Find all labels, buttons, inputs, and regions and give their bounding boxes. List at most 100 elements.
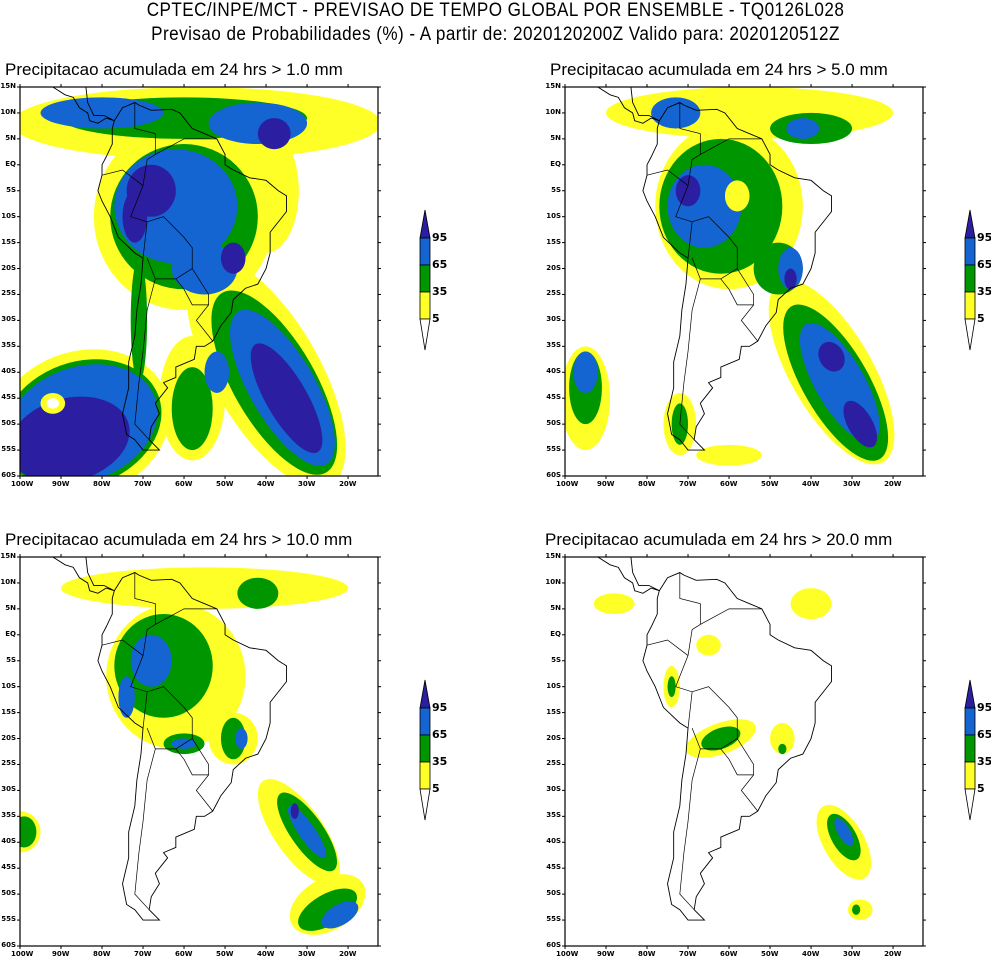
probability-contour (61, 567, 349, 609)
lat-tick-label: 45S (1, 393, 16, 402)
legend-level-label: 95 (977, 701, 991, 714)
probability-contour (20, 816, 37, 848)
country-border (130, 608, 217, 729)
lat-tick-label: 5S (551, 185, 561, 194)
country-border (679, 278, 701, 440)
lat-tick-label: 50S (1, 419, 16, 428)
lat-tick-label: 5N (5, 133, 16, 142)
probability-contour (818, 341, 845, 372)
lat-tick-label: 15N (545, 552, 561, 560)
probability-contour (667, 676, 676, 698)
country-border (134, 278, 156, 440)
lat-tick-label: 25S (1, 289, 16, 298)
lat-tick-label: 40S (1, 367, 16, 376)
coastline (596, 557, 833, 921)
lat-tick-label: 60S (1, 471, 16, 479)
country-border (101, 169, 144, 186)
lon-tick-label: 80W (638, 480, 656, 488)
lat-tick-label: EQ (550, 629, 561, 638)
probability-contour (696, 634, 721, 656)
lon-tick-label: 100W (556, 480, 579, 488)
panel-title: Precipitacao acumulada em 24 hrs > 1.0 m… (5, 60, 343, 79)
country-border (646, 639, 689, 656)
subtitle: Previsao de Probabilidades (%) - A parti… (151, 24, 840, 45)
lat-tick-label: 10S (1, 211, 16, 220)
lat-tick-label: 55S (546, 445, 561, 454)
country-border (679, 572, 701, 625)
lat-tick-label: 45S (546, 863, 561, 872)
lat-tick-label: 5N (5, 603, 16, 612)
lon-tick-label: 80W (93, 480, 111, 488)
probability-contour (171, 367, 213, 451)
probability-contour (852, 904, 861, 915)
lat-tick-label: 5S (6, 185, 16, 194)
color-legend: 95 65 35 5 (418, 209, 458, 351)
lat-tick-label: 50S (546, 889, 561, 898)
lon-tick-label: 90W (52, 480, 70, 488)
lat-tick-label: EQ (5, 159, 16, 168)
lat-tick-label: 35S (1, 341, 16, 350)
lat-tick-label: 10N (545, 107, 561, 116)
lat-tick-label: 40S (546, 367, 561, 376)
lat-tick-label: 35S (546, 811, 561, 820)
lat-tick-label: 20S (1, 263, 16, 272)
lat-tick-label: 25S (546, 289, 561, 298)
country-border (134, 102, 156, 155)
probability-contour (696, 444, 762, 466)
lat-tick-label: 5N (550, 133, 561, 142)
probability-contour (130, 634, 172, 687)
color-legend: 95 65 35 5 (963, 209, 991, 351)
lat-tick-label: 5S (551, 655, 561, 664)
color-legend: 95 65 35 5 (418, 679, 458, 821)
lat-tick-label: 40S (546, 837, 561, 846)
probability-contour (786, 118, 820, 139)
country-border (175, 278, 209, 306)
lon-tick-label: 100W (556, 950, 579, 958)
country-border (101, 639, 144, 656)
country-border (175, 748, 209, 776)
country-border (146, 728, 193, 750)
lon-tick-label: 20W (339, 950, 357, 958)
probability-map: 15N 10N 5N EQ 5S 10S 15S 20S 25S 30S 35S 40S 45S 50S 5… (545, 82, 926, 488)
lat-tick-label: 55S (1, 915, 16, 924)
lon-tick-label: 30W (298, 480, 316, 488)
country-border (720, 278, 754, 306)
country-border (691, 728, 738, 750)
probability-map: 15N 10N 5N EQ 5S 10S 15S 20S 25S 30S 35S 40S 45S 50S 5… (0, 82, 381, 488)
probability-map: 15N 10N 5N EQ 5S 10S 15S 20S 25S 30S 35S 40S 45S 50S 5… (0, 552, 381, 958)
legend-level-label: 35 (432, 755, 448, 768)
lon-tick-label: 70W (679, 950, 697, 958)
probability-contour (843, 400, 878, 448)
lat-tick-label: 15N (545, 82, 561, 90)
lat-tick-label: 60S (1, 941, 16, 949)
lat-tick-label: 15S (1, 237, 16, 246)
legend-level-label: 65 (432, 728, 448, 741)
lat-tick-label: 5S (6, 655, 16, 664)
country-border (675, 138, 762, 259)
lat-tick-label: 10N (545, 577, 561, 586)
lat-tick-label: 10N (0, 577, 16, 586)
probability-contour (250, 343, 323, 454)
main-title: CPTEC/INPE/MCT - PREVISAO DE TEMPO GLOBA… (146, 0, 845, 21)
probability-contour (834, 818, 854, 846)
lon-tick-label: 90W (52, 950, 70, 958)
panel-title: Precipitacao acumulada em 24 hrs > 10.0 … (5, 530, 353, 549)
lat-tick-label: 20S (1, 733, 16, 742)
lat-tick-label: 30S (1, 785, 16, 794)
lon-tick-label: 60W (720, 950, 738, 958)
lon-tick-label: 70W (134, 950, 152, 958)
probability-contour (204, 351, 230, 394)
lon-tick-label: 50W (761, 950, 779, 958)
lon-tick-label: 40W (802, 480, 820, 488)
probability-contour (171, 242, 238, 295)
probability-contour (220, 242, 246, 274)
lat-tick-label: 55S (1, 445, 16, 454)
lat-tick-label: 50S (1, 889, 16, 898)
country-border (134, 572, 156, 625)
lat-tick-label: 30S (546, 785, 561, 794)
probability-contour (208, 102, 308, 145)
legend-level-label: 95 (432, 701, 448, 714)
lon-tick-label: 60W (175, 480, 193, 488)
lat-tick-label: 35S (1, 811, 16, 820)
lat-tick-label: 15S (546, 707, 561, 716)
